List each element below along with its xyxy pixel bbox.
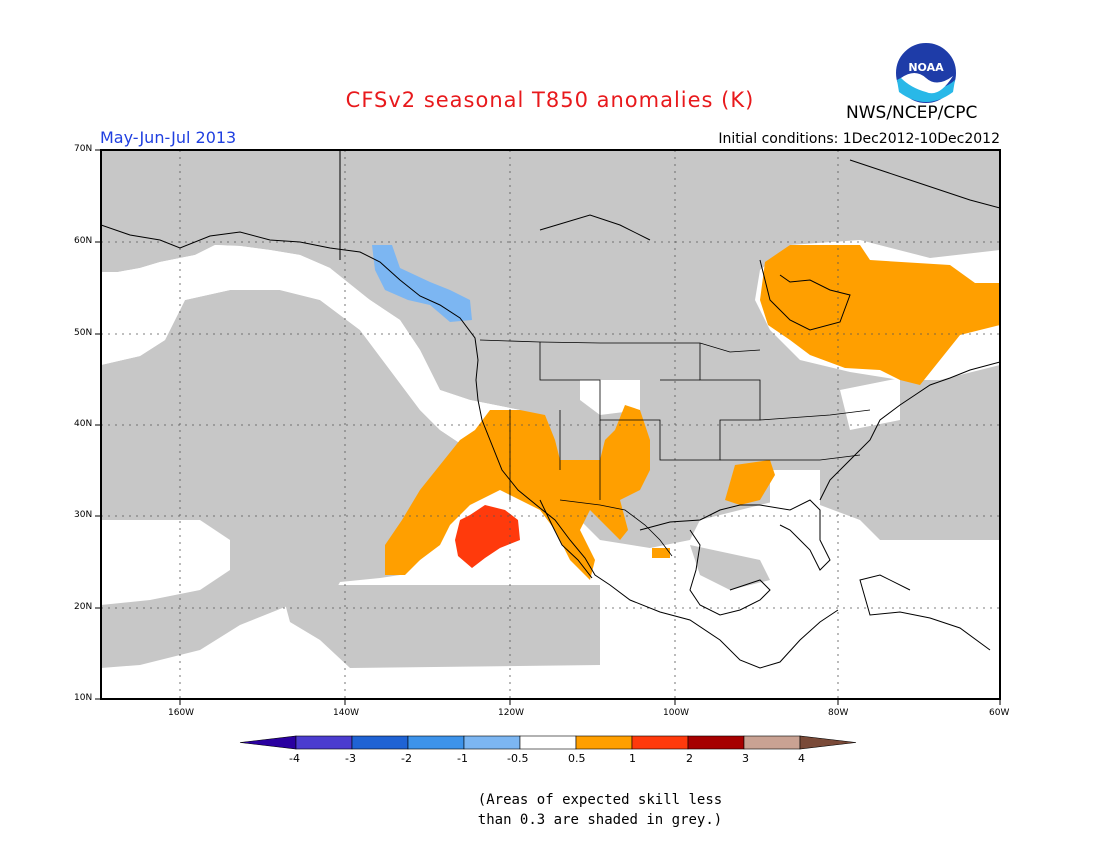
noaa-logo-text: NOAA bbox=[908, 61, 944, 74]
lat-label-70n: 70N bbox=[74, 144, 93, 154]
colorbar-swatch bbox=[351, 735, 409, 750]
lon-label-140w: 140W bbox=[333, 708, 360, 718]
skill-note-line: (Areas of expected skill less bbox=[477, 792, 723, 808]
lon-label-100w: 100W bbox=[663, 708, 690, 718]
lat-label-40n: 40N bbox=[74, 419, 93, 429]
lon-label-160w: 160W bbox=[168, 708, 195, 718]
noaa-logo: NOAA bbox=[894, 41, 958, 105]
lon-label-60w: 60W bbox=[989, 708, 1010, 718]
hot-anomaly-region bbox=[455, 505, 520, 568]
colorbar-label: 2 bbox=[686, 752, 693, 765]
colorbar-swatch bbox=[687, 735, 745, 750]
lat-label-20n: 20N bbox=[74, 602, 93, 612]
colorbar-arrow-low bbox=[239, 735, 297, 750]
skill-note-line: than 0.3 are shaded in grey.) bbox=[477, 812, 723, 828]
lat-label-30n: 30N bbox=[74, 510, 93, 520]
forecast-period: May-Jun-Jul 2013 bbox=[100, 128, 237, 147]
axis-ticks bbox=[95, 149, 1001, 705]
colorbar-swatch bbox=[575, 735, 633, 750]
lon-label-80w: 80W bbox=[828, 708, 849, 718]
colorbar-swatch bbox=[519, 735, 577, 750]
colorbar-swatch bbox=[463, 735, 521, 750]
agency-label: NWS/NCEP/CPC bbox=[846, 103, 978, 123]
colorbar-swatch bbox=[295, 735, 353, 750]
colorbar-label: 1 bbox=[629, 752, 636, 765]
colorbar-label: 3 bbox=[742, 752, 749, 765]
colorbar-label: -3 bbox=[345, 752, 356, 765]
colorbar-label: -2 bbox=[401, 752, 412, 765]
skill-note: (Areas of expected skill less than 0.3 a… bbox=[420, 790, 780, 830]
colorbar-label: -1 bbox=[457, 752, 468, 765]
lat-label-10n: 10N bbox=[74, 693, 93, 703]
colorbar-label: -4 bbox=[289, 752, 300, 765]
lat-label-60n: 60N bbox=[74, 236, 93, 246]
map-title: CFSv2 seasonal T850 anomalies (K) bbox=[345, 88, 755, 112]
initial-conditions: Initial conditions: 1Dec2012-10Dec2012 bbox=[718, 131, 1000, 147]
political-borders bbox=[479, 339, 871, 557]
warm-anomaly-regions bbox=[385, 245, 1000, 580]
lat-label-50n: 50N bbox=[74, 328, 93, 338]
colorbar-label: 0.5 bbox=[568, 752, 586, 765]
lon-label-120w: 120W bbox=[498, 708, 525, 718]
colorbar-label: -0.5 bbox=[507, 752, 529, 765]
coastlines bbox=[101, 150, 1000, 669]
colorbar-label: 4 bbox=[798, 752, 805, 765]
colorbar-swatch bbox=[407, 735, 465, 750]
colorbar-swatch bbox=[631, 735, 689, 750]
colorbar-swatch bbox=[743, 735, 801, 750]
colorbar-arrow-high bbox=[799, 735, 857, 750]
cool-anomaly-region bbox=[372, 245, 472, 322]
